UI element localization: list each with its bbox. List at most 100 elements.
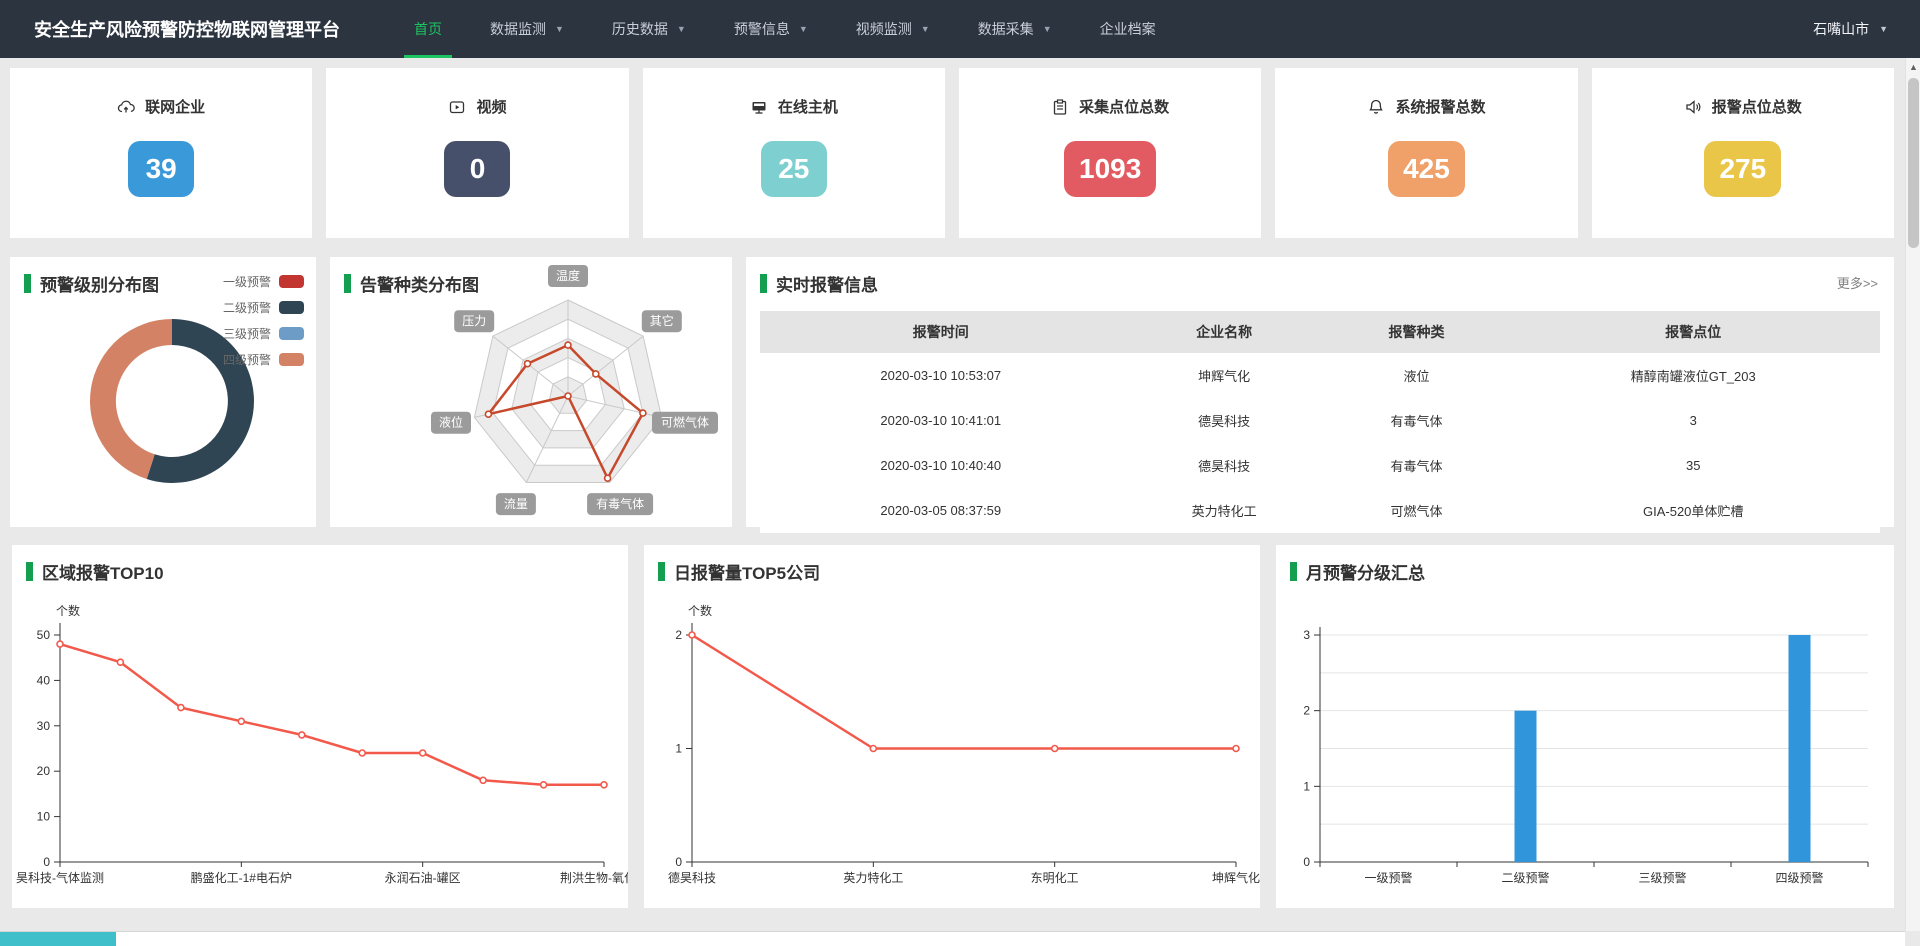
nav-item-4[interactable]: 视频监测 ▼ [832,0,954,58]
svg-text:30: 30 [37,719,51,733]
region-selector[interactable]: 石嘴山市 ▼ [1813,0,1888,58]
nav-item-0[interactable]: 首页 [390,0,466,58]
region-label: 石嘴山市 [1813,21,1870,37]
nav-item-label: 视频监测 [855,21,912,37]
svg-text:2: 2 [675,628,682,642]
daily-top5-card: 日报警量TOP5公司 0 1 2 个数 德昊科技 英力特化工 东明化工 坤辉气化 [644,545,1260,908]
warning-level-card: 预警级别分布图 一级预警 二级预警 三级预警 四级预警 [10,257,316,527]
realtime-alarm-card: 实时报警信息 更多>> 报警时间 企业名称 报警种类 报警点位 2020-03-10 … [746,257,1894,533]
nav-item-3[interactable]: 预警信息 ▼ [710,0,832,58]
chevron-down-icon: ▼ [555,24,564,34]
stat-label: 在线主机 [777,99,838,116]
title-accent-bar [344,274,351,293]
stat-card-3: 采集点位总数 1093 [958,68,1262,238]
table-row[interactable]: 2020-03-05 08:37:59 英力特化工 可燃气体 GIA-520单体贮槽 [760,488,1880,533]
stat-card-5: 报警点位总数 275 [1591,68,1894,238]
stat-label: 系统报警总数 [1395,99,1486,116]
monthly-warning-bar-chart: 0 1 2 3 一级预警 二级预警 三级预警 四级预警 [1303,627,1869,885]
table-cell: 液位 [1326,353,1507,398]
nav-item-5[interactable]: 数据采集 ▼ [954,0,1076,58]
svg-text:3: 3 [1303,628,1310,642]
svg-text:流量: 流量 [504,497,528,511]
table-row[interactable]: 2020-03-10 10:40:40 德昊科技 有毒气体 35 [760,443,1880,488]
table-row[interactable]: 2020-03-10 10:53:07 坤辉气化 液位 精醇南罐液位GT_203 [760,353,1880,398]
nav-menu: 首页 数据监测 ▼ 历史数据 ▼ 预警信息 ▼ 视频监测 ▼ 数据采集 ▼ 企业档案 [390,0,1180,58]
table-cell: 可燃气体 [1326,488,1507,533]
stat-value-badge: 1093 [1064,141,1157,197]
stat-value-badge: 39 [128,141,195,197]
legend-item[interactable]: 二级预警 [223,299,304,316]
stats-row: 联网企业 39 视频 0 在线主机 25 采集点位总数 1093 系统报警总数 425 报警点位总数… [10,68,1894,238]
legend-label: 三级预警 [222,327,271,341]
table-cell: 坤辉气化 [1121,353,1327,398]
horizontal-scrollbar[interactable] [0,931,1905,946]
scroll-up-icon[interactable]: ▲ [1909,61,1918,72]
stat-label: 报警点位总数 [1711,99,1802,116]
svg-text:10: 10 [37,810,51,824]
svg-text:液位: 液位 [439,415,463,430]
svg-text:1: 1 [1303,779,1310,793]
title-accent-bar [658,562,665,581]
stat-card-4: 系统报警总数 425 [1275,68,1578,238]
region-top10-title: 区域报警TOP10 [26,559,164,584]
svg-text:英力特化工: 英力特化工 [843,870,903,885]
chevron-down-icon: ▼ [676,24,686,34]
stat-value-badge: 0 [444,141,511,197]
chevron-down-icon: ▼ [1879,24,1888,34]
svg-text:昊科技-气体监测: 昊科技-气体监测 [16,870,104,885]
alarm-table: 报警时间 企业名称 报警种类 报警点位 2020-03-10 10:53:07 坤辉气化… [760,311,1880,533]
more-link[interactable]: 更多>> [1836,276,1878,291]
table-cell: GIA-520单体贮槽 [1506,488,1880,533]
table-cell: 德昊科技 [1121,398,1327,443]
legend-swatch [279,275,304,288]
stat-value-badge: 425 [1388,141,1465,197]
svg-text:1: 1 [675,742,682,756]
legend-item[interactable]: 三级预警 [223,325,304,342]
stat-label: 视频 [476,99,507,116]
svg-text:0: 0 [43,855,50,869]
bell-icon [1367,98,1385,116]
table-cell: 有毒气体 [1326,443,1507,488]
svg-text:德昊科技: 德昊科技 [668,870,716,885]
table-cell: 有毒气体 [1326,398,1507,443]
video-icon [448,98,466,116]
speaker-icon [1684,98,1702,116]
vertical-scrollbar[interactable]: ▲ [1905,58,1920,931]
svg-text:永润石油-罐区: 永润石油-罐区 [385,871,461,885]
table-cell: 3 [1506,398,1880,443]
legend-label: 一级预警 [222,275,271,289]
table-cell: 35 [1506,443,1880,488]
svg-text:荆洪生物-氧化反: 荆洪生物-氧化反 [560,871,628,885]
stat-value-badge: 25 [760,141,827,197]
title-accent-bar [760,274,767,293]
legend-item[interactable]: 四级预警 [223,351,304,368]
svg-text:0: 0 [675,855,682,869]
legend-swatch [279,301,304,314]
svg-text:20: 20 [37,764,51,778]
realtime-alarm-title: 实时报警信息 [760,271,878,296]
nav-item-1[interactable]: 数据监测 ▼ [466,0,588,58]
app-title: 安全生产风险预警防控物联网管理平台 [34,20,340,40]
stat-label: 采集点位总数 [1079,99,1170,116]
alarm-table-header: 报警点位 [1506,311,1880,353]
svg-text:有毒气体: 有毒气体 [596,496,644,511]
chevron-down-icon: ▼ [798,24,808,34]
chevron-down-icon: ▼ [920,24,930,34]
svg-text:个数: 个数 [56,603,80,618]
nav-item-6[interactable]: 企业档案 [1076,0,1180,58]
nav-item-2[interactable]: 历史数据 ▼ [588,0,710,58]
table-row[interactable]: 2020-03-10 10:41:01 德昊科技 有毒气体 3 [760,398,1880,443]
stat-card-0: 联网企业 39 [10,68,313,238]
daily-top5-title: 日报警量TOP5公司 [658,559,820,584]
legend-item[interactable]: 一级预警 [223,273,304,290]
svg-text:40: 40 [37,673,51,687]
svg-text:一级预警: 一级预警 [1364,870,1412,885]
svg-text:2: 2 [1303,704,1310,718]
scrollbar-thumb[interactable] [1908,78,1919,248]
stat-card-2: 在线主机 25 [642,68,945,238]
table-cell: 英力特化工 [1121,488,1327,533]
title-accent-bar [1290,562,1297,581]
nav-item-label: 预警信息 [733,21,790,37]
